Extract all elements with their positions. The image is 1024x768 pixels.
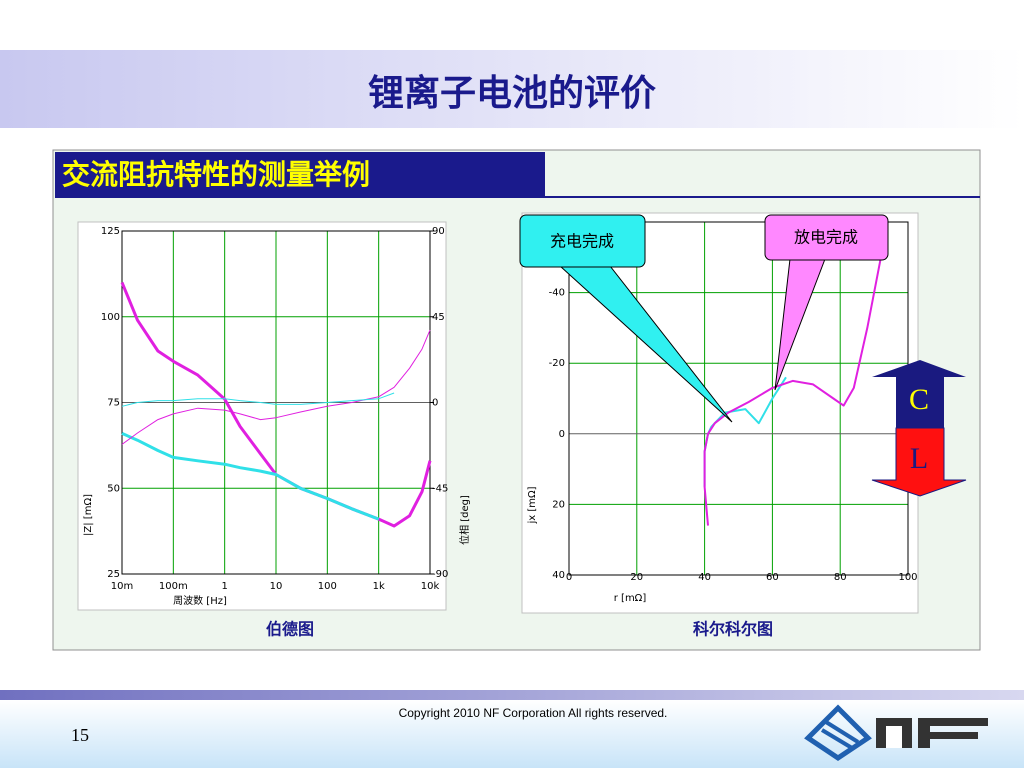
x-tick-label: 100m xyxy=(159,581,188,592)
y2-tick-label: -45 xyxy=(432,483,448,494)
subtitle-box xyxy=(55,152,545,198)
x-tick-label: 20 xyxy=(630,572,643,583)
x-tick-label: 0 xyxy=(566,572,572,583)
x-tick-label: 100 xyxy=(318,581,337,592)
x-tick-label: 60 xyxy=(766,572,779,583)
x-tick-label: 100 xyxy=(898,572,917,583)
y2-tick-label: 0 xyxy=(432,398,438,409)
y-tick-label: 40 xyxy=(552,570,565,581)
logo xyxy=(804,704,988,762)
y-tick-label: -20 xyxy=(549,358,565,369)
x-tick-label: 1 xyxy=(221,581,227,592)
x-tick-label: 1k xyxy=(373,581,385,592)
y-tick-label: 75 xyxy=(107,398,120,409)
y2-axis-label: 位相 [deg] xyxy=(458,495,471,545)
y-tick-label: 100 xyxy=(101,312,120,323)
nyquist-caption: 科尔科尔图 xyxy=(693,620,773,639)
y-tick-label: 0 xyxy=(559,429,565,440)
y2-tick-label: -90 xyxy=(432,569,448,580)
plot-frame xyxy=(121,230,431,575)
series-line xyxy=(121,329,431,445)
l-arrow xyxy=(871,427,967,497)
l-label: L xyxy=(910,442,928,475)
y-tick-label: 25 xyxy=(107,569,120,580)
x-axis-label: r [mΩ] xyxy=(614,593,647,604)
y-axis-label: jx [mΩ] xyxy=(527,486,538,524)
callout-box xyxy=(764,214,889,261)
x-tick-label: 10m xyxy=(111,581,133,592)
y-axis-label: |Z| [mΩ] xyxy=(83,494,94,536)
y2-tick-label: 45 xyxy=(432,312,445,323)
x-tick-label: 40 xyxy=(698,572,711,583)
callout-text: 充电完成 xyxy=(550,232,614,251)
callout-box xyxy=(519,214,646,268)
bode-frame xyxy=(77,221,447,611)
copyright: Copyright 2010 NF Corporation All rights… xyxy=(399,706,668,720)
page-number: 15 xyxy=(71,725,89,745)
series-line xyxy=(703,257,882,526)
y-tick-label: 20 xyxy=(552,499,565,510)
series-line xyxy=(121,392,395,407)
footer-band xyxy=(0,690,1024,700)
c-label: C xyxy=(909,383,929,416)
x-tick-label: 10k xyxy=(421,581,440,592)
y-tick-label: -40 xyxy=(549,288,565,299)
series-line xyxy=(121,432,380,521)
y2-tick-label: 90 xyxy=(432,226,445,237)
header-band xyxy=(0,50,1024,128)
footer xyxy=(0,700,1024,768)
y-tick-label: 50 xyxy=(107,483,120,494)
charts: 10m 100m 1 10 100 1k 10k 25 50 75 100 125 -90 -45 0 45 9… xyxy=(83,221,918,607)
y-tick-label: 125 xyxy=(101,226,120,237)
x-axis-label: 周波数 [Hz] xyxy=(173,594,227,607)
c-arrow xyxy=(872,360,966,428)
subtitle: 交流阻抗特性的测量举例 xyxy=(62,158,370,191)
x-tick-label: 80 xyxy=(834,572,847,583)
bode-caption: 伯德图 xyxy=(266,620,314,639)
slide-title: 锂离子电池的评价 xyxy=(368,73,656,114)
x-tick-label: 10 xyxy=(270,581,283,592)
callout-text: 放电完成 xyxy=(794,228,858,247)
